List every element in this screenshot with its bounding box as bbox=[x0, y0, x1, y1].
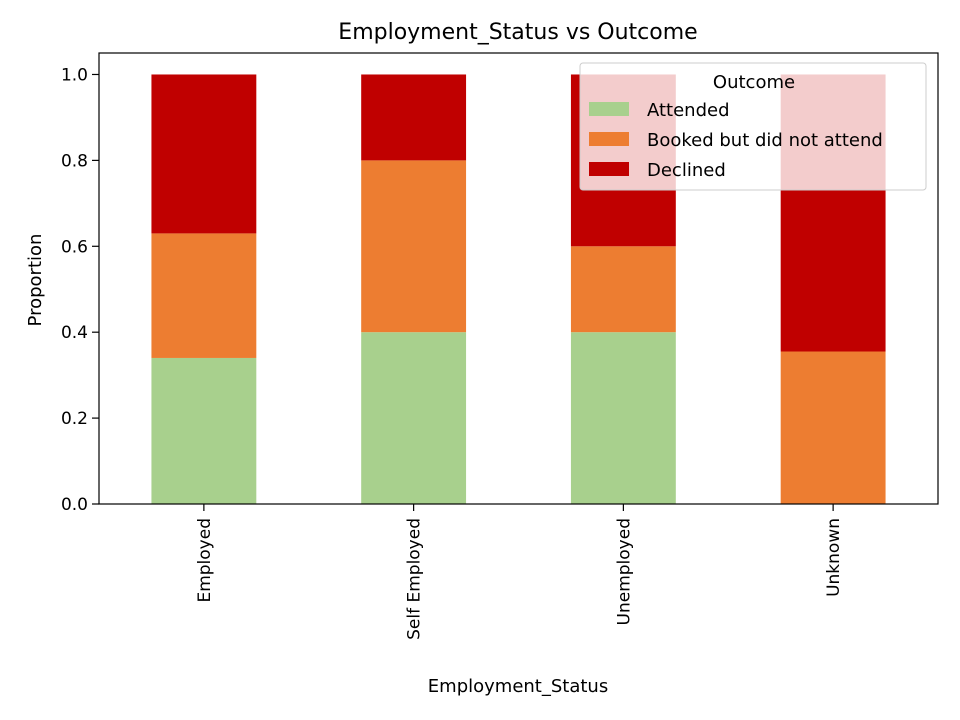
y-axis-label: Proportion bbox=[25, 234, 46, 327]
bar-2-2 bbox=[361, 160, 467, 333]
x-tick-label: Unemployed bbox=[614, 518, 634, 625]
bar-3-2 bbox=[361, 74, 467, 161]
bar-1-3 bbox=[570, 332, 676, 504]
bar-1-1 bbox=[151, 357, 257, 504]
legend-label: Booked but did not attend bbox=[647, 130, 883, 151]
legend-swatch bbox=[589, 162, 629, 176]
plot-frame bbox=[98, 52, 939, 505]
y-tick-label: 1.0 bbox=[61, 65, 88, 85]
chart-title: Employment_Status vs Outcome bbox=[338, 20, 697, 45]
bar-2-1 bbox=[151, 233, 257, 358]
bar-2-3 bbox=[570, 246, 676, 333]
y-tick-label: 0.0 bbox=[61, 495, 88, 515]
legend-swatch bbox=[589, 102, 629, 116]
legend-label: Attended bbox=[647, 100, 730, 121]
x-tick-label: Employed bbox=[195, 518, 215, 603]
y-tick-label: 0.6 bbox=[61, 237, 88, 257]
bar-2-4 bbox=[780, 351, 886, 504]
bar-3-1 bbox=[151, 74, 257, 234]
legend-swatch bbox=[589, 132, 629, 146]
x-tick-label: Self Employed bbox=[405, 518, 425, 640]
bar-1-2 bbox=[361, 332, 467, 504]
legend: Outcome Attended Booked but did not attend… bbox=[579, 62, 927, 191]
y-tick-label: 0.4 bbox=[61, 323, 88, 343]
legend-box bbox=[579, 62, 927, 191]
y-tick-label: 0.8 bbox=[61, 151, 88, 171]
legend-title: Outcome bbox=[713, 72, 795, 93]
axes-layer: 0.0 0.2 0.4 0.6 0.8 1.0 Employed Self Employed U… bbox=[61, 52, 939, 640]
x-tick-label: Unknown bbox=[824, 518, 844, 597]
x-axis-label: Employment_Status bbox=[428, 676, 608, 697]
y-tick-label: 0.2 bbox=[61, 409, 88, 429]
legend-label: Declined bbox=[647, 160, 726, 181]
